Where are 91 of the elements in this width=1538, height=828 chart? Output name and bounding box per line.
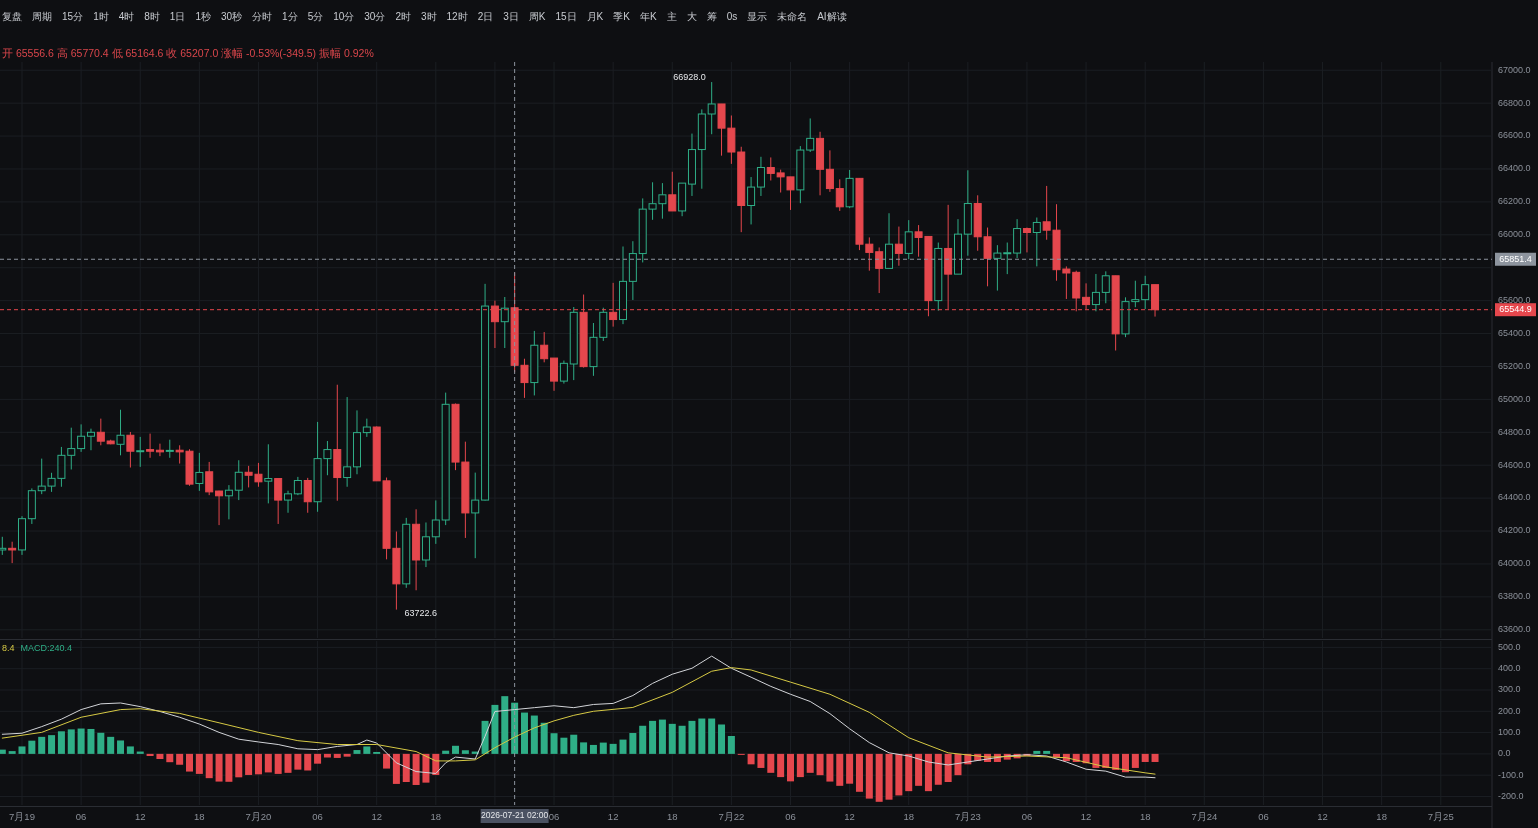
x-tick-label: 12	[1317, 811, 1328, 822]
ref-line: 2026-07-21 02:00	[480, 640, 549, 823]
text: 1分	[282, 10, 298, 22]
text: 10分	[333, 10, 355, 22]
text: 2日	[477, 10, 494, 22]
y-tick-label: 0.0	[1498, 748, 1511, 759]
text: 周K	[528, 10, 546, 22]
y-tick-label: 65600.0	[1498, 295, 1531, 305]
text: AI解读	[817, 10, 847, 22]
x-tick-label: 06	[1021, 811, 1033, 822]
x-tick-label: 12	[134, 811, 146, 822]
y-tick-label: 66000.0	[1498, 229, 1531, 240]
y-tick-label: 300.0	[1498, 684, 1521, 695]
x-tick-label: 7月24	[1191, 811, 1218, 822]
y-tick-label: 63800.0	[1498, 591, 1531, 602]
text: 1秒	[195, 10, 211, 22]
x-tick-label: 12	[607, 811, 619, 822]
text: 15分	[62, 10, 84, 22]
annotation: MACD:240.4	[20, 643, 73, 654]
text: 5分	[307, 10, 324, 22]
y-tick-label: 65000.0	[1498, 393, 1531, 404]
x-tick-label: 18	[903, 811, 915, 822]
x-tick-label: 18	[1376, 811, 1387, 822]
y-tick-label: 64000.0	[1498, 558, 1531, 569]
y-tick-label: 100.0	[1498, 726, 1521, 737]
x-tick-label: 7月25	[1427, 811, 1454, 822]
x-tick-label: 18	[1139, 811, 1151, 822]
text: 筹	[706, 10, 717, 22]
ref-line: 65851.4	[0, 252, 1536, 266]
ref-line-label: 65851.4	[1499, 253, 1532, 264]
y-tick-label: 64200.0	[1498, 525, 1531, 536]
text: 主	[666, 10, 677, 22]
y-tick-label: 400.0	[1498, 663, 1521, 674]
text: 4时	[118, 10, 135, 22]
x-tick-label: 18	[194, 811, 205, 822]
ref-line: 65544.9	[0, 303, 1536, 317]
y-tick-label: 66200.0	[1498, 196, 1531, 207]
text: 12时	[446, 10, 468, 22]
text: 1日	[169, 10, 186, 22]
y-tick-label: 64600.0	[1498, 459, 1531, 470]
text: 年K	[639, 10, 657, 22]
y-tick-label: 67000.0	[1498, 64, 1531, 75]
ref-line-label: 2026-07-21 02:00	[481, 810, 549, 821]
y-tick-label: 500.0	[1498, 641, 1521, 652]
text: 8时	[144, 10, 160, 22]
text: 2时	[395, 10, 411, 22]
y-tick-label: 64400.0	[1498, 492, 1531, 503]
text: 30秒	[220, 10, 243, 22]
text: 3时	[421, 10, 437, 22]
annotation: 66928.0	[673, 72, 706, 83]
chart-subtitle: 开 65556.6 高 65770.4 低 65164.6 收 65207.0 涨幅 -0.53%(-349.5) 振幅 0.92%	[2, 46, 374, 59]
y-tick-label: -100.0	[1498, 769, 1524, 780]
text: 15日	[555, 10, 577, 22]
text: 季K	[613, 10, 631, 22]
x-tick-label: 12	[1080, 811, 1092, 822]
y-tick-label: 63600.0	[1498, 624, 1531, 635]
y-tick-label: 65200.0	[1498, 360, 1531, 371]
x-tick-label: 12	[844, 811, 855, 822]
text: 分时	[252, 10, 273, 22]
text: 1时	[93, 10, 109, 22]
y-tick-label: 66400.0	[1498, 163, 1531, 174]
y-tick-label: 64800.0	[1498, 426, 1531, 437]
y-tick-label: 65400.0	[1498, 327, 1531, 338]
text: 未命名	[777, 10, 808, 22]
y-tick-label: 66800.0	[1498, 97, 1531, 108]
x-tick-label: 7月19	[9, 811, 35, 822]
x-tick-label: 06	[548, 811, 560, 822]
text: 3日	[503, 10, 519, 22]
x-tick-label: 06	[312, 811, 323, 822]
text: 30分	[364, 10, 386, 22]
x-tick-label: 06	[75, 811, 87, 822]
y-tick-label: -200.0	[1498, 790, 1524, 801]
text: 周期	[32, 10, 52, 22]
x-tick-label: 18	[666, 811, 678, 822]
annotation: 8.4	[2, 643, 15, 654]
ref-line-label: 65544.9	[1499, 304, 1532, 315]
annotation: 63722.6	[404, 607, 437, 618]
text: 0s	[726, 10, 738, 22]
x-tick-label: 7月20	[245, 811, 272, 822]
text: 复盘	[2, 10, 22, 22]
text: 显示	[747, 10, 768, 22]
text: 月K	[586, 10, 604, 22]
text: 大	[686, 10, 697, 22]
x-tick-label: 7月23	[954, 811, 981, 822]
x-tick-label: 7月22	[718, 811, 745, 822]
x-tick-label: 18	[430, 811, 442, 822]
x-tick-label: 06	[1258, 811, 1269, 822]
x-tick-label: 12	[371, 811, 382, 822]
y-tick-label: 200.0	[1498, 705, 1521, 716]
y-tick-label: 66600.0	[1498, 130, 1531, 141]
x-tick-label: 06	[785, 811, 796, 822]
